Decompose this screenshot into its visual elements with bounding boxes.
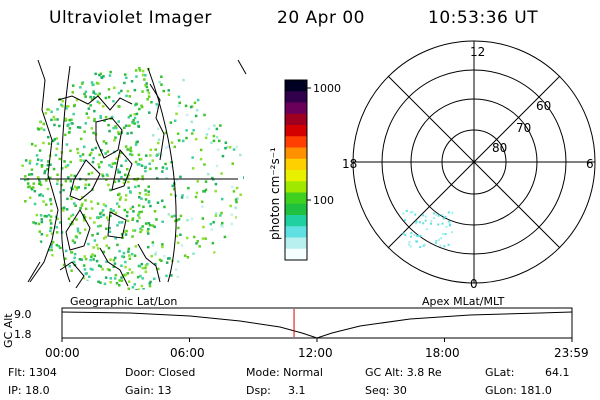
lat-label-70: 70 bbox=[516, 121, 531, 135]
timeline-y-top: 9.0 bbox=[14, 308, 32, 321]
timeline-y-bottom: 1.8 bbox=[14, 328, 32, 341]
colorbar-ticks bbox=[307, 87, 311, 201]
altitude-curve bbox=[61, 311, 573, 339]
lat-lon-grid bbox=[20, 65, 238, 283]
mode-value: Mode: Normal bbox=[246, 366, 323, 379]
timeline-frame bbox=[61, 307, 573, 339]
glat-value: 64.1 bbox=[545, 366, 570, 379]
time-tick-1200: 12:00 bbox=[298, 346, 333, 360]
mlt-label-12: 12 bbox=[470, 45, 485, 59]
lat-label-60: 60 bbox=[536, 99, 551, 113]
flight-number: Flt: 1304 bbox=[8, 366, 57, 379]
glon-value: GLon: 181.0 bbox=[485, 384, 552, 397]
gain-value: Gain: 13 bbox=[125, 384, 172, 397]
time-label: 10:53:36 UT bbox=[428, 8, 539, 28]
time-tick-0600: 06:00 bbox=[170, 346, 205, 360]
colorbar-tick-100: 100 bbox=[313, 194, 334, 207]
time-tick-1800: 18:00 bbox=[425, 346, 460, 360]
polar-mlt-plot: 12 18 6 0 60 70 80 bbox=[342, 40, 596, 291]
lat-label-80: 80 bbox=[492, 141, 507, 155]
date-label: 20 Apr 00 bbox=[277, 8, 365, 28]
sequence-number: Seq: 30 bbox=[365, 384, 407, 397]
mlt-label-0: 0 bbox=[470, 277, 478, 291]
dsp-label: Dsp: bbox=[246, 384, 271, 397]
timeline-left-title: Geographic Lat/Lon bbox=[70, 295, 178, 308]
mlt-label-18: 18 bbox=[342, 157, 357, 171]
altitude-timeline bbox=[61, 307, 573, 342]
polar-emission-pixels bbox=[402, 210, 454, 248]
dsp-value: 3.1 bbox=[288, 384, 306, 397]
glat-label: GLat: bbox=[485, 366, 515, 379]
colorbar-gradient bbox=[285, 80, 307, 261]
geographic-image-panel bbox=[20, 59, 247, 290]
ip-value: IP: 18.0 bbox=[8, 384, 50, 397]
gc-altitude: GC Alt: 3.8 Re bbox=[365, 366, 442, 379]
timeline-right-title: Apex MLat/MLT bbox=[422, 295, 505, 308]
coastline-overlay bbox=[27, 59, 247, 289]
colorbar-tick-1000: 1000 bbox=[313, 82, 341, 95]
time-tick-2359: 23:59 bbox=[554, 346, 589, 360]
mlt-label-6: 6 bbox=[586, 157, 594, 171]
colorbar-unit-label: photon cm⁻²s⁻¹ bbox=[268, 147, 282, 240]
time-tick-0000: 00:00 bbox=[45, 346, 80, 360]
colorbar: 1000 100 bbox=[284, 79, 341, 261]
door-status: Door: Closed bbox=[125, 366, 196, 379]
instrument-title: Ultraviolet Imager bbox=[49, 8, 212, 28]
